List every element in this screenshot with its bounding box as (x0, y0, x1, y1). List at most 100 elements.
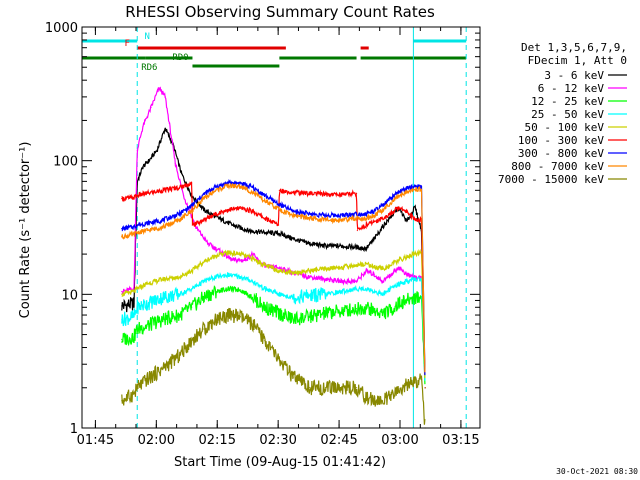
flag-vertical-lines (81, 27, 467, 428)
data-point (355, 217, 358, 219)
data-point (390, 202, 392, 204)
legend-header-line: FDecim 1, Att 0 (528, 54, 627, 67)
axes: 01:45 02:00 02:15 02:30 02:45 03:00 03:15 1 10 10… (45, 21, 480, 448)
data-point (414, 381, 416, 383)
data-point (381, 293, 384, 295)
data-point (251, 253, 254, 255)
data-point (308, 192, 311, 194)
data-point (121, 198, 123, 200)
data-point (146, 192, 148, 194)
series-6-12-kev (121, 86, 426, 389)
data-point (164, 96, 166, 98)
data-point (133, 393, 135, 395)
data-point (133, 196, 135, 199)
data-point (341, 219, 343, 221)
data-point (308, 217, 311, 219)
data-point (146, 222, 148, 224)
data-point (178, 314, 181, 316)
data-point (203, 328, 205, 330)
data-point (420, 185, 423, 188)
data-point (325, 268, 327, 270)
data-point (203, 261, 205, 263)
data-point (292, 191, 294, 193)
data-point (325, 193, 327, 195)
data-point (227, 182, 229, 184)
legend-label-50-100-kev: 50 - 100 keV (525, 121, 605, 134)
data-point (373, 221, 376, 223)
data-point (341, 290, 343, 293)
data-point (178, 186, 181, 189)
data-point (133, 290, 135, 293)
data-point (292, 296, 294, 298)
data-point (148, 160, 150, 162)
data-point (365, 247, 367, 250)
data-point (136, 149, 138, 151)
flag-label-n: N (145, 32, 150, 42)
data-point (133, 288, 135, 290)
data-point (203, 296, 205, 298)
data-point (381, 280, 384, 282)
data-point (178, 293, 181, 295)
data-point (355, 213, 358, 215)
data-point (414, 206, 416, 208)
data-point (278, 189, 280, 191)
data-point (142, 125, 144, 128)
data-point (207, 242, 209, 245)
data-point (341, 310, 343, 312)
data-point (406, 256, 408, 258)
data-point (278, 232, 280, 235)
data-point (420, 188, 423, 190)
data-point (398, 390, 400, 392)
series-line-7000-15000-kev (121, 307, 426, 425)
data-point (365, 224, 367, 226)
data-point (406, 221, 408, 223)
data-point (239, 289, 241, 291)
data-point (390, 216, 392, 218)
series-300-800-kev (121, 178, 426, 389)
data-point (355, 264, 358, 266)
data-point (292, 272, 294, 274)
data-point (215, 290, 217, 293)
data-point (414, 278, 416, 280)
data-point (373, 266, 376, 268)
data-point (182, 194, 185, 196)
data-point (178, 219, 181, 221)
data-point (215, 189, 217, 191)
series-100-300-kev (121, 181, 426, 389)
data-point (231, 259, 233, 261)
flag-bars: N F RD0 RD6 (82, 32, 467, 73)
data-point (215, 318, 217, 320)
data-point (146, 283, 148, 285)
data-point (381, 268, 384, 270)
data-point (406, 190, 408, 192)
data-point (162, 219, 164, 221)
data-point (406, 187, 408, 190)
data-point (264, 288, 266, 290)
data-point (264, 194, 266, 196)
data-point (414, 276, 416, 278)
data-point (355, 192, 358, 194)
series-line-25-50-kev (121, 271, 426, 381)
data-point (373, 290, 376, 293)
data-point (162, 226, 164, 228)
series-group (121, 86, 426, 429)
data-point (278, 312, 280, 315)
data-point (146, 379, 148, 381)
data-point (341, 214, 343, 216)
legend-label-12-25-kev: 12 - 25 keV (531, 95, 604, 108)
data-point (162, 189, 164, 191)
legend-label-7000-15000-kev: 7000 - 15000 keV (498, 173, 604, 186)
data-point (180, 173, 183, 175)
data-point (215, 185, 217, 188)
plot-frame (81, 26, 481, 429)
data-point (381, 217, 384, 219)
data-point (381, 209, 384, 211)
data-point (278, 209, 280, 211)
data-point (414, 253, 416, 255)
flag-label-rd6: RD6 (141, 63, 157, 73)
data-point (373, 400, 376, 402)
data-point (390, 264, 392, 266)
data-point (308, 387, 311, 389)
data-point (191, 224, 194, 226)
data-point (406, 210, 408, 212)
